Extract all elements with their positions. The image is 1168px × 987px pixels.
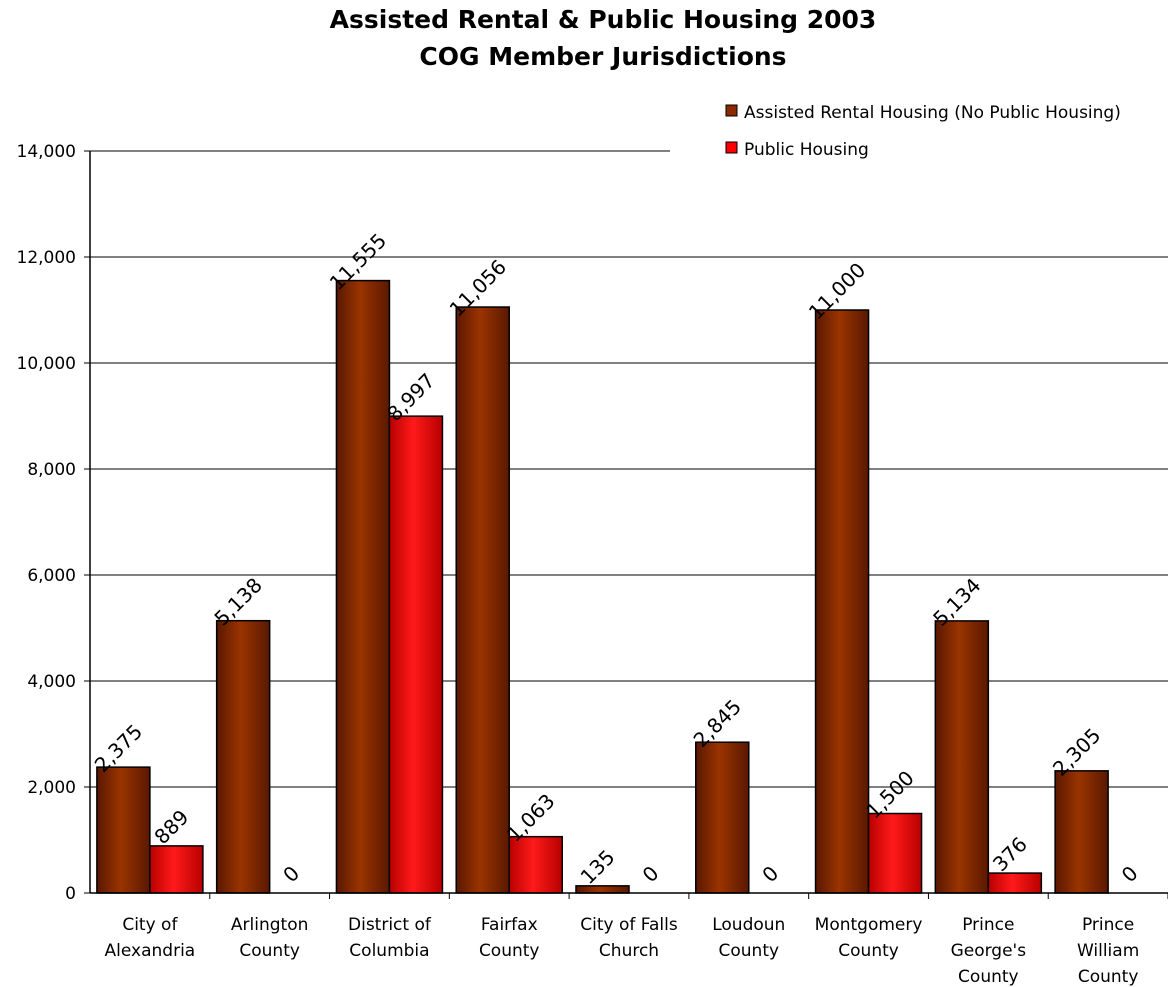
y-tick-label: 10,000 — [17, 354, 76, 374]
x-tick-label: Prince — [962, 915, 1014, 935]
bar — [335, 279, 391, 894]
bar — [867, 812, 923, 894]
x-tick-label: William — [1077, 941, 1139, 961]
legend-label: Public Housing — [744, 140, 869, 160]
bar — [987, 872, 1043, 894]
data-label: 0 — [278, 861, 304, 887]
x-tick-label: Church — [599, 941, 659, 961]
x-tick-label: District of — [348, 915, 432, 935]
y-tick-label: 12,000 — [17, 248, 76, 268]
bar — [814, 309, 870, 894]
legend-swatch — [725, 104, 738, 117]
bar — [149, 845, 204, 894]
legend: Assisted Rental Housing (No Public Housi… — [670, 92, 1168, 170]
x-tick-label: George's — [951, 941, 1027, 961]
bar — [934, 620, 990, 894]
x-tick-label: Montgomery — [815, 915, 923, 935]
bar — [215, 619, 271, 894]
chart-title: Assisted Rental & Public Housing 2003 — [330, 5, 877, 34]
bar — [575, 885, 630, 894]
x-tick-label: Prince — [1082, 915, 1134, 935]
x-tick-label: City of Falls — [580, 915, 678, 935]
x-tick-label: County — [1078, 967, 1139, 987]
y-tick-label: 4,000 — [27, 672, 76, 692]
x-tick-label: Fairfax — [481, 915, 538, 935]
x-tick-label: County — [719, 941, 780, 961]
y-axis: 0 2,000 4,000 6,000 8,000 10,000 12,000 14,000 — [17, 142, 91, 904]
data-label: 889 — [149, 805, 193, 849]
bars — [96, 279, 1109, 894]
legend-background — [670, 92, 1168, 170]
x-tick-label: Loudoun — [712, 915, 785, 935]
bar — [695, 741, 750, 894]
bar — [455, 306, 510, 894]
x-tick-label: County — [958, 967, 1019, 987]
data-label: 376 — [988, 832, 1032, 876]
y-tick-label: 0 — [65, 884, 76, 904]
x-tick-label: County — [239, 941, 300, 961]
legend-swatch — [725, 141, 738, 154]
legend-label: Assisted Rental Housing (No Public Housi… — [744, 103, 1121, 123]
x-tick-label: County — [838, 941, 899, 961]
bar — [96, 766, 151, 894]
y-tick-label: 8,000 — [27, 460, 76, 480]
bar — [1054, 770, 1109, 894]
y-tick-label: 6,000 — [27, 566, 76, 586]
y-tick-label: 2,000 — [27, 778, 76, 798]
data-label: 0 — [757, 861, 783, 887]
data-label: 0 — [638, 861, 664, 887]
y-tick-label: 14,000 — [17, 142, 76, 162]
x-tick-label: Alexandria — [105, 941, 196, 961]
x-tick-label: County — [479, 941, 540, 961]
data-label: 135 — [576, 845, 620, 889]
data-label: 0 — [1117, 861, 1143, 887]
bar — [388, 415, 444, 894]
x-tick-label: City of — [122, 915, 178, 935]
x-tick-label: Columbia — [349, 941, 429, 961]
x-tick-label: Arlington — [231, 915, 308, 935]
x-axis: City of Alexandria Arlington County District… — [90, 892, 1168, 987]
bar — [508, 835, 563, 894]
chart-subtitle: COG Member Jurisdictions — [419, 42, 786, 71]
